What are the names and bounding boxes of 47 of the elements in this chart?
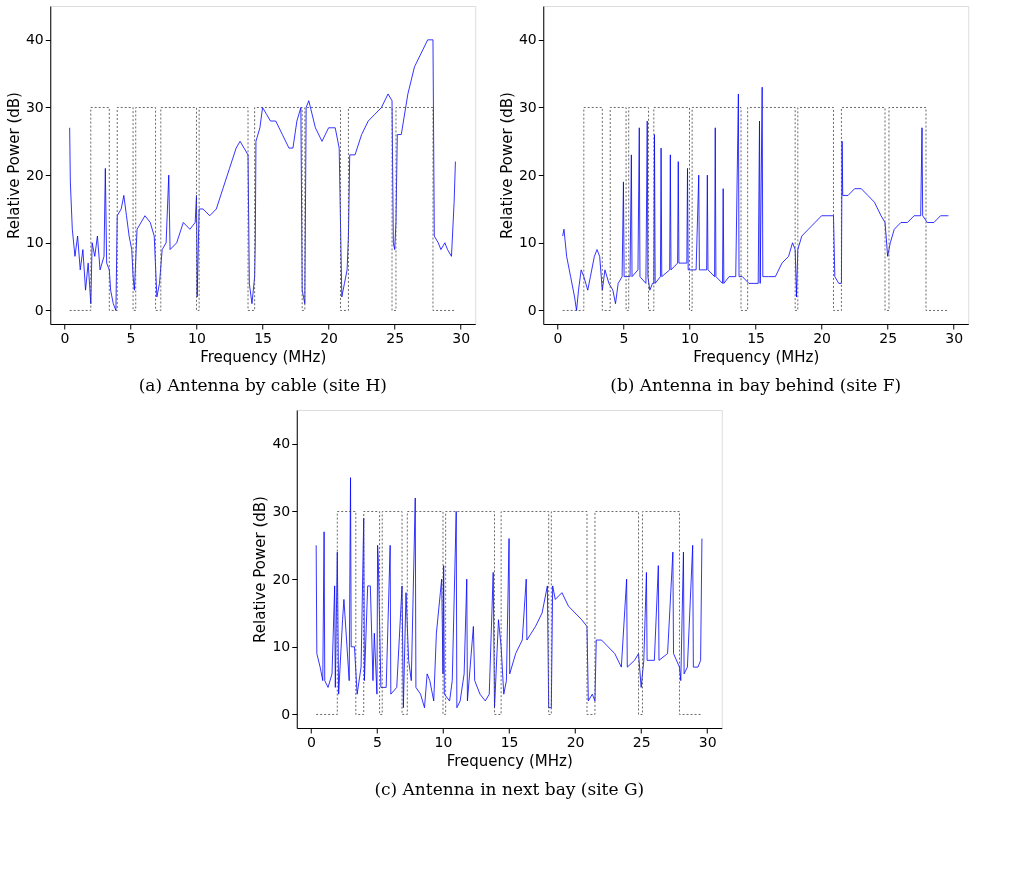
x-tick-label: 10	[434, 733, 453, 750]
x-axis-title: Frequency (MHz)	[200, 347, 327, 366]
y-tick-label: 10	[518, 234, 537, 251]
text: (b) Antenna in bay behind (site F)	[610, 375, 902, 395]
x-tick-label: 10	[188, 329, 206, 346]
y-tick-label: 20	[25, 166, 44, 183]
y-tick-label: 40	[25, 31, 44, 48]
x-tick-label: 20	[813, 329, 832, 346]
line-series	[69, 39, 456, 311]
y-tick-label: 10	[272, 638, 291, 655]
y-tick-label: 40	[518, 31, 537, 48]
y-tick-label: 40	[272, 435, 291, 452]
x-tick-label: 5	[126, 329, 136, 346]
y-axis-title: Relative Power (dB)	[251, 496, 270, 643]
y-tick-label: 20	[518, 166, 537, 183]
line-series	[315, 477, 703, 709]
y-axis-title: Relative Power (dB)	[4, 92, 23, 239]
y-tick-label: 30	[272, 502, 291, 519]
x-tick-label: 10	[681, 329, 699, 346]
x-tick-label: 30	[452, 329, 471, 346]
x-tick-label: 15	[254, 329, 272, 346]
y-tick-label: 10	[25, 234, 44, 251]
x-tick-label: 0	[553, 329, 563, 346]
x-axis-title: Frequency (MHz)	[446, 751, 573, 770]
x-tick-label: 0	[60, 329, 70, 346]
y-tick-label: 0	[281, 705, 291, 722]
x-tick-label: 20	[566, 733, 585, 750]
x-tick-label: 25	[386, 329, 405, 346]
x-tick-label: 25	[879, 329, 898, 346]
x-tick-label: 25	[632, 733, 651, 750]
y-tick-label: 30	[25, 98, 44, 115]
text: (a) Antenna by cable (site H)	[138, 375, 387, 395]
x-tick-label: 5	[372, 733, 382, 750]
text: (c) Antenna in next bay (site G)	[374, 779, 645, 799]
x-tick-label: 30	[698, 733, 717, 750]
x-tick-label: 20	[320, 329, 339, 346]
y-tick-label: 0	[527, 301, 537, 318]
x-tick-label: 30	[945, 329, 964, 346]
y-tick-label: 30	[518, 98, 537, 115]
x-tick-label: 0	[306, 733, 316, 750]
y-axis-title: Relative Power (dB)	[497, 92, 516, 239]
x-axis-title: Frequency (MHz)	[693, 347, 820, 366]
y-tick-label: 20	[272, 570, 291, 587]
y-tick-label: 0	[34, 301, 44, 318]
x-tick-label: 15	[747, 329, 765, 346]
x-tick-label: 15	[500, 733, 519, 750]
x-tick-label: 5	[619, 329, 629, 346]
